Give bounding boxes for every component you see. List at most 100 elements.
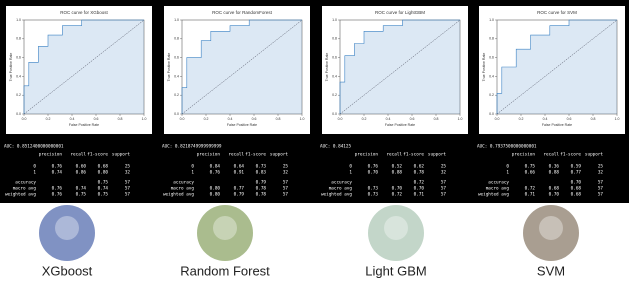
report-cell: 0.80 <box>210 192 221 198</box>
report-cell: 0.68 <box>549 186 560 192</box>
report-row-label: 1 <box>349 170 352 176</box>
report-cell: 0.77 <box>234 186 245 192</box>
report-cell: 0.59 <box>571 164 582 170</box>
report-cell: 0.36 <box>549 164 560 170</box>
x-tick-label: 0.8 <box>118 117 123 121</box>
y-tick-label: 1.0 <box>332 18 337 22</box>
auc-text: AUC: 0.8512400000000001 <box>4 144 64 150</box>
auc-text: AUC: 0.8218749999999999 <box>162 144 222 150</box>
report-cell: 0.83 <box>256 170 267 176</box>
report-cell: 0.71 <box>525 192 536 198</box>
report-cell: 0.80 <box>98 170 109 176</box>
report-cell: 0.75 <box>98 180 109 186</box>
y-tick-label: 0.8 <box>332 37 337 41</box>
report-row-label: accuracy <box>15 181 36 186</box>
report-cell: 32 <box>441 170 447 176</box>
x-tick-label: 0.4 <box>543 117 548 121</box>
report-cell: 32 <box>598 170 604 176</box>
report-cell: 0.91 <box>234 170 245 176</box>
report-cell: 0.60 <box>76 164 87 170</box>
avatar-highlight <box>55 216 79 240</box>
y-tick-label: 0.2 <box>174 93 179 97</box>
model-name: Random Forest <box>180 263 270 278</box>
report-header: recall <box>70 152 86 158</box>
x-tick-label: 0.0 <box>338 117 343 121</box>
x-tick-label: 0.4 <box>70 117 75 121</box>
chart-title: ROC curve for LightGBM <box>375 10 425 15</box>
report-cell: 32 <box>125 170 131 176</box>
report-header: support <box>270 152 289 158</box>
auc-text: AUC: 0.84125 <box>320 144 351 150</box>
x-tick-label: 0.6 <box>252 117 257 121</box>
y-axis-label: True Positive Rate <box>9 53 13 82</box>
chart-title: ROC curve for SVM <box>537 10 577 15</box>
model-name: SVM <box>537 263 565 278</box>
y-tick-label: 0.6 <box>489 56 494 60</box>
report-header: precision <box>39 152 63 158</box>
avatar-highlight <box>213 216 237 240</box>
y-tick-label: 0.8 <box>16 37 21 41</box>
report-cell: 57 <box>441 192 447 198</box>
report-cell: 0.71 <box>414 192 425 198</box>
report-cell: 57 <box>125 180 131 186</box>
x-tick-label: 1.0 <box>300 117 305 121</box>
chart-title: ROC curve for XGboost <box>60 10 108 15</box>
y-tick-label: 0.4 <box>332 74 337 78</box>
x-tick-label: 0.8 <box>276 117 281 121</box>
report-header: support <box>428 152 447 158</box>
report-row-label: weighted avg <box>478 192 509 198</box>
y-tick-label: 0.6 <box>16 56 21 60</box>
x-tick-label: 1.0 <box>615 117 620 121</box>
y-tick-label: 0.4 <box>16 74 21 78</box>
report-cell: 0.72 <box>392 192 403 198</box>
report-cell: 57 <box>283 192 289 198</box>
avatar-highlight <box>539 216 563 240</box>
report-row-label: accuracy <box>331 181 352 186</box>
report-cell: 0.73 <box>368 186 379 192</box>
y-tick-label: 0.4 <box>489 74 494 78</box>
report-row-label: macro avg <box>329 187 353 192</box>
report-header: recall <box>386 152 402 158</box>
report-cell: 0.68 <box>571 192 582 198</box>
report-header: support <box>585 152 604 158</box>
report-cell: 0.78 <box>256 192 267 198</box>
report-cell: 0.78 <box>414 170 425 176</box>
y-tick-label: 1.0 <box>174 18 179 22</box>
x-tick-label: 0.0 <box>495 117 500 121</box>
report-row-label: 1 <box>33 170 36 176</box>
report-row-label: weighted avg <box>163 192 194 198</box>
report-cell: 0.74 <box>98 186 109 192</box>
model-name: XGboost <box>42 263 93 278</box>
report-cell: 57 <box>441 186 447 192</box>
y-tick-label: 0.0 <box>489 112 494 116</box>
auc-text: AUC: 0.7937500000000001 <box>477 144 537 150</box>
x-axis-label: False Positive Rate <box>69 123 99 127</box>
x-tick-label: 1.0 <box>142 117 147 121</box>
avatar-highlight <box>384 216 408 240</box>
report-cell: 0.70 <box>571 180 582 186</box>
report-cell: 0.70 <box>414 186 425 192</box>
y-tick-label: 0.6 <box>174 56 179 60</box>
x-tick-label: 0.8 <box>434 117 439 121</box>
report-header: support <box>112 152 131 158</box>
report-cell: 57 <box>598 180 604 186</box>
y-tick-label: 0.8 <box>489 37 494 41</box>
report-cell: 25 <box>283 164 289 170</box>
report-row-label: accuracy <box>488 181 509 186</box>
x-tick-label: 0.2 <box>362 117 367 121</box>
report-cell: 0.72 <box>414 180 425 186</box>
x-tick-label: 0.6 <box>567 117 572 121</box>
x-tick-label: 0.8 <box>591 117 596 121</box>
report-cell: 25 <box>441 164 447 170</box>
x-tick-label: 0.4 <box>228 117 233 121</box>
y-axis-label: True Positive Rate <box>325 53 329 82</box>
report-cell: 0.77 <box>571 170 582 176</box>
screenshot: ROC curve for XGboost 0.0 0.2 0.4 0.6 0.8 1.0 0… <box>0 0 629 286</box>
report-cell: 57 <box>283 180 289 186</box>
report-cell: 0.88 <box>392 170 403 176</box>
report-row-label: macro avg <box>486 187 510 192</box>
report-cell: 0.68 <box>98 164 109 170</box>
page: {"chart_data":[ {"type":"line","title":"… <box>0 0 629 286</box>
report-cell: 57 <box>441 180 447 186</box>
y-tick-label: 0.0 <box>332 112 337 116</box>
